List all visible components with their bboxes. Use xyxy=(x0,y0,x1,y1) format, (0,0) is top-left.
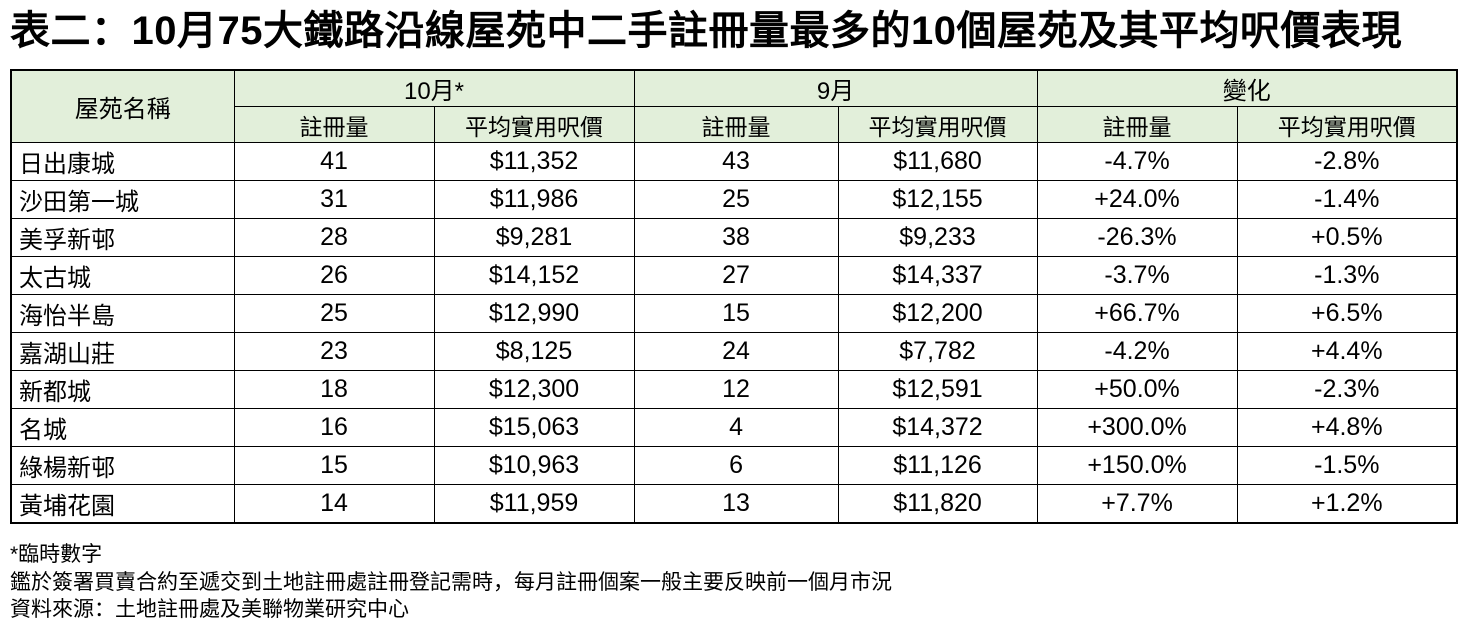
value-cell: $14,337 xyxy=(837,256,1038,295)
footnotes: *臨時數字 鑑於簽署買賣合約至遞交到土地註冊處註冊登記需時，每月註冊個案一般主要… xyxy=(10,541,1476,624)
header-sep-avg-price: 平均實用呎價 xyxy=(837,106,1038,143)
value-cell: 25 xyxy=(233,294,435,333)
header-estate-name: 屋苑名稱 xyxy=(10,69,235,143)
table-row: 新都城 18 $12,300 12 $12,591 +50.0% -2.3% xyxy=(10,370,1458,409)
value-cell: $11,126 xyxy=(837,446,1038,485)
footnote-source: 資料來源：土地註冊處及美聯物業研究中心 xyxy=(10,598,409,621)
value-cell: -2.8% xyxy=(1236,142,1458,181)
value-cell: +4.8% xyxy=(1236,408,1458,447)
estate-name-cell: 綠楊新邨 xyxy=(10,446,235,485)
value-cell: 28 xyxy=(233,218,435,257)
value-cell: 23 xyxy=(233,332,435,371)
estate-name-cell: 太古城 xyxy=(10,256,235,295)
value-cell: 15 xyxy=(233,446,435,485)
value-cell: $8,125 xyxy=(433,332,635,371)
value-cell: +4.4% xyxy=(1236,332,1458,371)
value-cell: 4 xyxy=(633,408,839,447)
value-cell: -26.3% xyxy=(1036,218,1238,257)
header-group-october: 10月* xyxy=(233,69,635,107)
value-cell: $11,820 xyxy=(837,484,1038,524)
header-group-row: 屋苑名稱 10月* 9月 變化 xyxy=(10,69,1458,143)
header-group-change: 變化 xyxy=(1036,69,1458,107)
header-sep-registrations: 註冊量 xyxy=(633,106,839,143)
value-cell: $11,959 xyxy=(433,484,635,524)
value-cell: +6.5% xyxy=(1236,294,1458,333)
value-cell: 6 xyxy=(633,446,839,485)
footnote-registration-lag: 鑑於簽署買賣合約至遞交到土地註冊處註冊登記需時，每月註冊個案一般主要反映前一個月… xyxy=(10,570,892,594)
value-cell: +150.0% xyxy=(1036,446,1238,485)
value-cell: -4.7% xyxy=(1036,142,1238,181)
value-cell: 41 xyxy=(233,142,435,181)
estate-name-cell: 海怡半島 xyxy=(10,294,235,333)
value-cell: +66.7% xyxy=(1036,294,1238,333)
value-cell: 25 xyxy=(633,180,839,219)
value-cell: 12 xyxy=(633,370,839,409)
estate-name-cell: 沙田第一城 xyxy=(10,180,235,219)
header-chg-avg-price: 平均實用呎價 xyxy=(1236,106,1458,143)
value-cell: $12,300 xyxy=(433,370,635,409)
table-row: 美孚新邨 28 $9,281 38 $9,233 -26.3% +0.5% xyxy=(10,218,1458,257)
estate-name-cell: 名城 xyxy=(10,408,235,447)
table-row: 綠楊新邨 15 $10,963 6 $11,126 +150.0% -1.5% xyxy=(10,446,1458,485)
value-cell: +300.0% xyxy=(1036,408,1238,447)
header-oct-avg-price: 平均實用呎價 xyxy=(433,106,635,143)
value-cell: +7.7% xyxy=(1036,484,1238,524)
value-cell: $14,152 xyxy=(433,256,635,295)
value-cell: $12,200 xyxy=(837,294,1038,333)
value-cell: -1.4% xyxy=(1236,180,1458,219)
estate-name-cell: 美孚新邨 xyxy=(10,218,235,257)
header-oct-registrations: 註冊量 xyxy=(233,106,435,143)
value-cell: 14 xyxy=(233,484,435,524)
table-row: 海怡半島 25 $12,990 15 $12,200 +66.7% +6.5% xyxy=(10,294,1458,333)
value-cell: $11,986 xyxy=(433,180,635,219)
estate-name-cell: 黃埔花園 xyxy=(10,484,235,524)
value-cell: +24.0% xyxy=(1036,180,1238,219)
value-cell: 18 xyxy=(233,370,435,409)
value-cell: $9,233 xyxy=(837,218,1038,257)
header-sub-row: 註冊量 平均實用呎價 註冊量 平均實用呎價 註冊量 平均實用呎價 xyxy=(11,106,1458,143)
table-row: 沙田第一城 31 $11,986 25 $12,155 +24.0% -1.4% xyxy=(10,180,1458,219)
value-cell: 38 xyxy=(633,218,839,257)
value-cell: 24 xyxy=(633,332,839,371)
value-cell: +50.0% xyxy=(1036,370,1238,409)
value-cell: 27 xyxy=(633,256,839,295)
table-row: 名城 16 $15,063 4 $14,372 +300.0% +4.8% xyxy=(10,408,1458,447)
value-cell: -3.7% xyxy=(1036,256,1238,295)
value-cell: -1.5% xyxy=(1236,446,1458,485)
value-cell: $15,063 xyxy=(433,408,635,447)
footnote-provisional: *臨時數字 xyxy=(10,543,103,566)
value-cell: $12,155 xyxy=(837,180,1038,219)
value-cell: -4.2% xyxy=(1036,332,1238,371)
value-cell: $11,352 xyxy=(433,142,635,181)
value-cell: +0.5% xyxy=(1236,218,1458,257)
table-row: 日出康城 41 $11,352 43 $11,680 -4.7% -2.8% xyxy=(10,142,1458,181)
value-cell: 16 xyxy=(233,408,435,447)
value-cell: $7,782 xyxy=(837,332,1038,371)
value-cell: $14,372 xyxy=(837,408,1038,447)
value-cell: $12,591 xyxy=(837,370,1038,409)
value-cell: $10,963 xyxy=(433,446,635,485)
estate-name-cell: 嘉湖山莊 xyxy=(10,332,235,371)
value-cell: +1.2% xyxy=(1236,484,1458,524)
value-cell: 31 xyxy=(233,180,435,219)
table-row: 太古城 26 $14,152 27 $14,337 -3.7% -1.3% xyxy=(10,256,1458,295)
estates-table: 屋苑名稱 10月* 9月 變化 註冊量 平均實用呎價 註冊量 平均實用呎價 註冊… xyxy=(10,69,1459,524)
estate-name-cell: 日出康城 xyxy=(10,142,235,181)
value-cell: -2.3% xyxy=(1236,370,1458,409)
table-row: 黃埔花園 14 $11,959 13 $11,820 +7.7% +1.2% xyxy=(10,484,1458,524)
table-row: 嘉湖山莊 23 $8,125 24 $7,782 -4.2% +4.4% xyxy=(10,332,1458,371)
value-cell: 13 xyxy=(633,484,839,524)
header-chg-registrations: 註冊量 xyxy=(1036,106,1238,143)
page-title: 表二：10月75大鐵路沿線屋苑中二手註冊量最多的10個屋苑及其平均呎價表現 xyxy=(10,9,1402,53)
header-group-september: 9月 xyxy=(633,69,1038,107)
value-cell: 15 xyxy=(633,294,839,333)
value-cell: $11,680 xyxy=(837,142,1038,181)
value-cell: $9,281 xyxy=(433,218,635,257)
value-cell: -1.3% xyxy=(1236,256,1458,295)
estate-name-cell: 新都城 xyxy=(10,370,235,409)
value-cell: 26 xyxy=(233,256,435,295)
value-cell: $12,990 xyxy=(433,294,635,333)
value-cell: 43 xyxy=(633,142,839,181)
